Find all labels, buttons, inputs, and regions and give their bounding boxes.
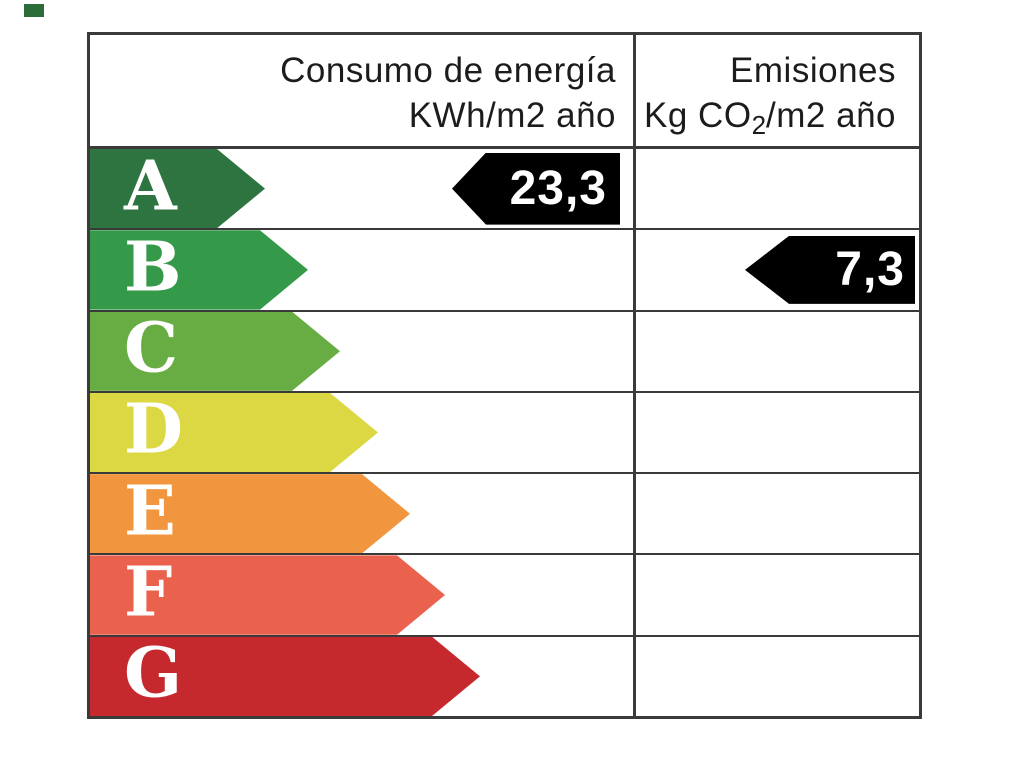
rating-arrow-d xyxy=(90,393,378,472)
rating-row-c: C xyxy=(90,312,919,393)
consumption-value-arrow: 23,3 xyxy=(452,152,620,225)
rating-rows: A 23,3 B 7,3 C D E F xyxy=(90,149,919,716)
rating-letter-a: A xyxy=(124,145,177,226)
table-header: Consumo de energía KWh/m2 año Emisiones … xyxy=(90,35,919,149)
emissions-column-header: Emisiones Kg CO2/m2 año xyxy=(636,35,919,146)
rating-row-g: G xyxy=(90,637,919,716)
rating-arrow-c xyxy=(90,312,340,391)
rating-row-e: E xyxy=(90,471,919,556)
rating-letter-b: B xyxy=(124,227,182,308)
rating-row-a: A 23,3 xyxy=(90,145,919,231)
emissions-header-line1: Emisiones xyxy=(730,51,896,90)
rating-row-f: F xyxy=(90,552,919,637)
emissions-header-line2: Kg CO2/m2 año xyxy=(644,96,896,140)
emissions-value-arrow: 7,3 xyxy=(745,235,915,304)
rating-letter-d: D xyxy=(124,389,183,470)
column-divider xyxy=(633,35,636,716)
rating-row-d: D xyxy=(90,389,919,475)
rating-letter-f: F xyxy=(124,552,173,633)
rating-letter-e: E xyxy=(124,471,176,552)
rating-letter-c: C xyxy=(124,308,179,389)
rating-arrow-g xyxy=(90,637,480,716)
consumption-value: 23,3 xyxy=(509,162,607,216)
rating-arrow-e xyxy=(90,474,410,553)
consumption-header-line1: Consumo de energía xyxy=(280,51,616,90)
consumption-header-line2: KWh/m2 año xyxy=(408,96,616,135)
co2-subscript: 2 xyxy=(751,110,767,140)
rating-arrow-f xyxy=(90,555,445,634)
emissions-value: 7,3 xyxy=(835,243,905,297)
rating-letter-g: G xyxy=(124,633,183,714)
corner-green-mark xyxy=(24,4,44,17)
energy-rating-table: Consumo de energía KWh/m2 año Emisiones … xyxy=(87,32,922,719)
consumption-column-header: Consumo de energía KWh/m2 año xyxy=(90,35,636,146)
rating-arrow-a xyxy=(90,149,265,228)
rating-row-b: B 7,3 xyxy=(90,227,919,312)
rating-arrow-b xyxy=(90,230,308,309)
